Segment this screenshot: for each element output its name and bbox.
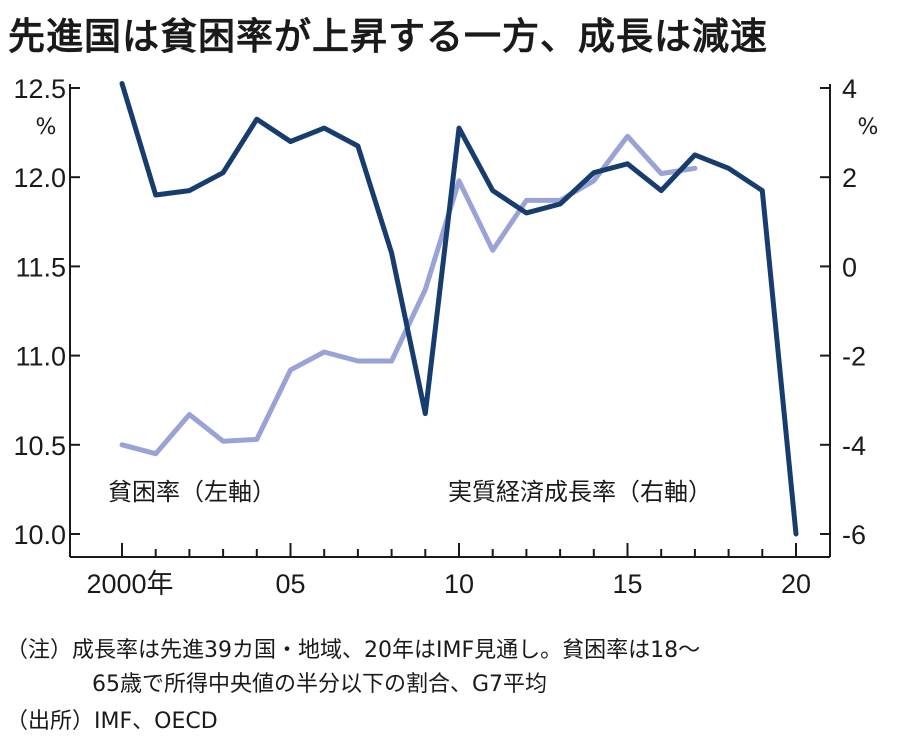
- left-tick-label: 11.0: [15, 342, 66, 372]
- right-tick-label: 2: [842, 163, 857, 193]
- right-tick-label: -2: [842, 342, 866, 372]
- right-tick-label: -4: [842, 431, 866, 461]
- right-axis-unit: %: [858, 115, 879, 140]
- chart-title: 先進国は貧困率が上昇する一方、成長は減速: [8, 15, 768, 58]
- poverty-rate-line: [119, 133, 698, 457]
- footnote-line-2: 65歳で所得中央値の半分以下の割合、G7平均: [92, 672, 548, 697]
- x-tick-label: 05: [275, 569, 305, 599]
- x-tick-label: 15: [612, 569, 642, 599]
- left-tick-label: 10.0: [13, 520, 66, 550]
- growth-rate-line: [119, 81, 799, 537]
- x-tick-label: 2000年: [86, 569, 173, 599]
- x-tick-label: 10: [444, 569, 474, 599]
- right-tick-label: 0: [842, 252, 857, 282]
- footnote-line-1: （注）成長率は先進39カ国・地域、20年はIMF見通し。貧困率は18〜: [6, 638, 701, 663]
- series-lines: [119, 81, 799, 537]
- left-axis-unit: %: [36, 115, 57, 140]
- right-tick-label: -6: [842, 520, 866, 550]
- source-note: （出所）IMF、OECD: [6, 709, 218, 734]
- left-tick-label: 12.0: [13, 163, 66, 193]
- left-tick-label: 12.5: [13, 74, 66, 104]
- left-tick-label: 11.5: [15, 252, 66, 282]
- right-tick-label: 4: [842, 74, 857, 104]
- axes: [69, 84, 831, 558]
- left-tick-label: 10.5: [13, 431, 66, 461]
- poverty-series-label: 貧困率（左軸）: [108, 478, 276, 506]
- axis-labels: 10.0 10.5 11.0 11.5 12.0 12.5 -6 -4 -2 0 2 4% % 2000年…: [13, 74, 878, 599]
- growth-series-label: 実質経済成長率（右軸）: [448, 478, 712, 506]
- x-tick-label: 20: [781, 569, 811, 599]
